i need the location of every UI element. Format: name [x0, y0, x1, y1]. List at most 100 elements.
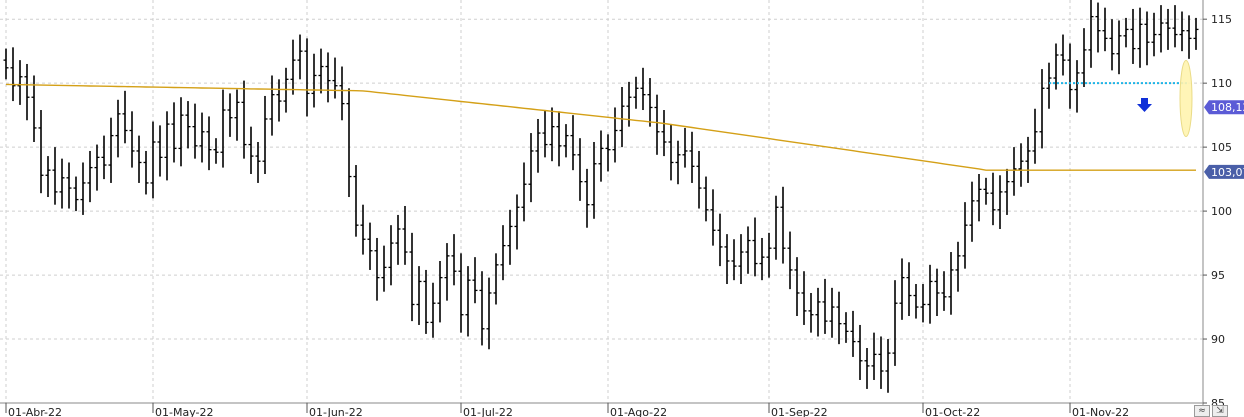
price-bar [605, 134, 611, 172]
price-bar [1095, 2, 1101, 53]
price-bar [486, 277, 492, 350]
price-bar [542, 110, 548, 158]
price-bar [444, 243, 450, 301]
price-bar [220, 89, 226, 168]
price-bar [864, 347, 870, 389]
price-bar [1088, 0, 1094, 68]
price-bar [962, 202, 968, 269]
price-bar [752, 217, 758, 277]
price-bar [199, 112, 205, 163]
price-bar [899, 258, 905, 320]
price-bar [325, 52, 331, 103]
x-tick-label: 01-Sep-22 [771, 406, 828, 417]
price-bar [1018, 143, 1024, 187]
price-bars [3, 0, 1199, 393]
price-bar [920, 284, 926, 323]
price-bar [640, 67, 646, 111]
price-bar [661, 110, 667, 157]
price-bar [178, 97, 184, 167]
price-bar [682, 127, 688, 168]
price-bar [801, 271, 807, 325]
price-bar [955, 241, 961, 292]
price-bar [1193, 17, 1199, 50]
price-bar [759, 237, 765, 281]
date-axis[interactable]: 01-Abr-22 01-May-22 01-Jun-22 01-Jul-22 01-A… [0, 402, 1203, 417]
price-bar [724, 234, 730, 285]
price-bar [570, 115, 576, 171]
price-bar [115, 99, 121, 158]
price-bar [598, 130, 604, 182]
price-bar [500, 225, 506, 281]
price-bar [24, 63, 30, 121]
scale-toggle-button[interactable]: ≈ [1194, 405, 1210, 417]
price-bar [591, 142, 597, 219]
x-tick-label: 01-Abr-22 [8, 406, 62, 417]
price-bar [1074, 60, 1080, 113]
y-tick-label: 105 [1211, 141, 1232, 154]
price-bar [59, 158, 65, 209]
price-bar [360, 204, 366, 255]
price-bar [584, 168, 590, 228]
moving-average-line [5, 83, 1196, 171]
price-bar [815, 287, 821, 337]
price-bar [976, 173, 982, 222]
price-bar [332, 57, 338, 99]
price-bar [794, 257, 800, 317]
price-bar [31, 75, 37, 143]
price-bar [353, 165, 359, 237]
price-bar [878, 336, 884, 389]
price-bar [346, 88, 352, 198]
price-bar [514, 194, 520, 250]
price-bar [1179, 11, 1185, 52]
settings-icon[interactable]: ⇲ [1212, 405, 1228, 417]
price-bar [10, 47, 16, 102]
price-bar [1011, 147, 1017, 196]
price-bar [535, 118, 541, 173]
svg-text:103,07: 103,07 [1211, 166, 1244, 179]
sell-signal-arrow-icon[interactable] [1137, 98, 1152, 112]
price-bar [836, 291, 842, 345]
price-bar [367, 222, 373, 270]
price-bar [948, 252, 954, 315]
price-bar [297, 34, 303, 80]
price-bar [696, 150, 702, 209]
price-bar [780, 186, 786, 264]
y-tick-label: 90 [1211, 333, 1225, 346]
price-bar [556, 111, 562, 167]
price-bar [395, 214, 401, 265]
price-bar [1039, 69, 1045, 149]
price-bar [1081, 28, 1087, 87]
y-tick-label: 115 [1211, 13, 1232, 26]
price-bar [52, 147, 58, 205]
x-tick-label: 01-Jun-22 [309, 406, 363, 417]
price-bar [206, 116, 212, 171]
price-bar [766, 232, 772, 278]
price-bar [423, 269, 429, 334]
highlight-marker [1179, 60, 1193, 138]
price-bar [129, 111, 135, 168]
price-bar [304, 38, 310, 117]
price-bar [192, 103, 198, 159]
price-bar [255, 142, 261, 183]
price-bar [1060, 34, 1066, 76]
price-bar [402, 205, 408, 265]
price-bar [549, 107, 555, 162]
price-bar [808, 292, 814, 333]
price-bar [1186, 15, 1192, 59]
price-bar [731, 239, 737, 281]
price-bar [164, 111, 170, 181]
price-bar [409, 232, 415, 322]
price-bar [381, 245, 387, 292]
price-bar [234, 89, 240, 141]
price-bar [437, 260, 443, 323]
price-bar [934, 268, 940, 317]
price-bar [829, 287, 835, 338]
moving-average [5, 83, 1196, 171]
price-bar [528, 133, 534, 203]
price-bar [1053, 43, 1059, 90]
price-bar [563, 124, 569, 158]
price-bar [983, 177, 989, 205]
price-bar [80, 162, 86, 215]
